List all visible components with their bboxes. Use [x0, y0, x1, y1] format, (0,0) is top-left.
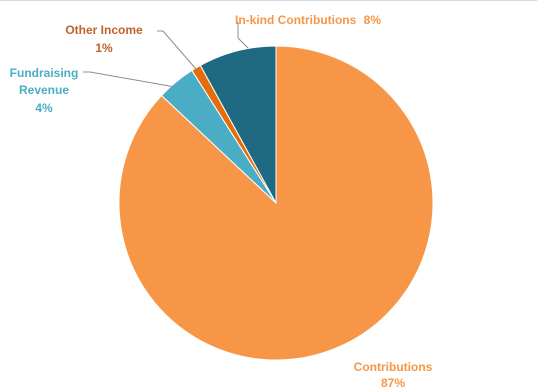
leader-lines	[83, 22, 249, 88]
label-contributions-percent: 87%	[381, 376, 405, 390]
label-fundraising-line2: Revenue	[19, 83, 69, 97]
label-contributions: Contributions	[354, 360, 433, 374]
label-fundraising-line1: Fundraising	[10, 66, 79, 80]
label-other-income-percent: 1%	[95, 41, 113, 55]
leader-line-in-kind	[237, 22, 249, 49]
leader-line-fundraising	[83, 71, 176, 88]
leader-line-other-income	[157, 30, 197, 70]
top-border	[0, 0, 537, 1]
label-other-income: Other Income	[65, 23, 143, 37]
label-in-kind: In-kind Contributions 8%	[235, 13, 381, 27]
pie-slices	[118, 45, 434, 361]
label-in-kind-percent: 8%	[364, 13, 382, 27]
pie-slice-in-kind-contributions	[199, 45, 277, 204]
label-fundraising-percent: 4%	[35, 101, 53, 115]
label-in-kind-name: In-kind Contributions	[235, 13, 357, 27]
